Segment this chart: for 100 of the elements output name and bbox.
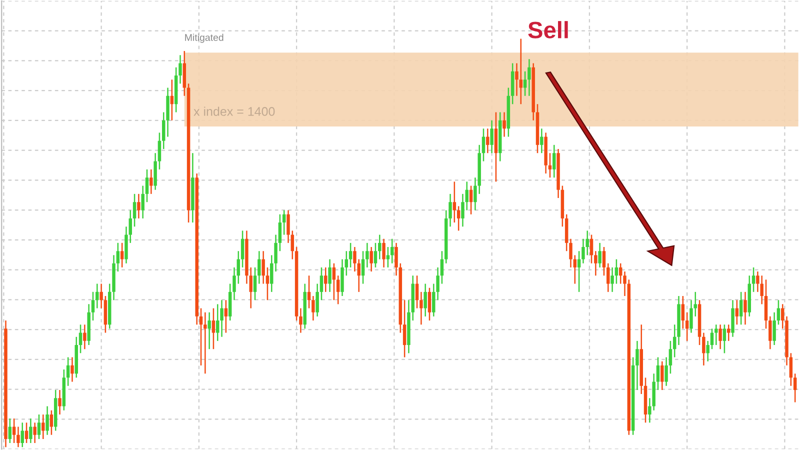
candlestick: [204, 312, 207, 374]
candlestick: [170, 78, 174, 122]
candlestick: [24, 422, 28, 444]
candlestick: [312, 295, 315, 322]
candlestick: [158, 132, 162, 170]
candlestick: [465, 181, 469, 211]
candlestick: [50, 410, 54, 436]
candlestick: [702, 332, 706, 366]
candlestick: [370, 246, 373, 272]
candlestick: [776, 299, 780, 326]
candlestick: [548, 152, 552, 178]
candlestick: [577, 250, 581, 293]
candlestick: [253, 266, 257, 301]
candlestick: [668, 340, 672, 374]
candlestick: [348, 242, 352, 268]
candlestick: [706, 340, 710, 362]
candlestick: [120, 242, 124, 268]
candlestick: [150, 168, 153, 195]
candlestick: [614, 258, 618, 284]
candlestick: [307, 274, 311, 309]
candlestick: [486, 128, 490, 154]
candlestick: [361, 250, 365, 284]
candlestick: [208, 312, 211, 350]
candlestick: [735, 299, 739, 326]
candlestick: [162, 112, 166, 150]
candlestick: [328, 258, 332, 293]
candlestick: [569, 238, 572, 268]
candlestick: [726, 324, 730, 342]
candlestick: [236, 250, 240, 284]
candlestick: [420, 291, 423, 326]
candlestick: [46, 406, 49, 436]
candlestick: [282, 210, 286, 236]
candlestick: [594, 250, 598, 276]
candlestick: [216, 304, 220, 342]
candlestick: [278, 214, 282, 252]
candlestick: [664, 356, 668, 386]
candlestick: [590, 234, 594, 264]
candlestick: [286, 210, 290, 244]
candlestick: [324, 266, 328, 293]
candlestick: [456, 206, 460, 232]
candlestick: [316, 283, 319, 318]
candlestick: [262, 250, 265, 284]
candlestick: [598, 242, 602, 268]
candlestick: [240, 230, 244, 268]
candlestick: [714, 324, 718, 346]
candlestick: [78, 324, 82, 354]
candlestick: [8, 418, 12, 444]
candlestick: [137, 193, 140, 220]
annotation: Mitigated: [185, 34, 224, 43]
candlestick: [320, 266, 324, 301]
candlestick: [344, 250, 348, 276]
candlestick: [402, 299, 406, 358]
candlestick: [220, 299, 224, 338]
candlestick: [37, 414, 41, 440]
candlestick: [772, 312, 776, 346]
candlestick: [366, 242, 369, 268]
candlestick: [523, 70, 527, 97]
candlestick: [199, 308, 203, 366]
candlestick: [515, 62, 518, 97]
candlestick: [768, 316, 772, 350]
candlestick: [780, 304, 784, 330]
candlestick: [20, 422, 24, 448]
candlestick: [16, 426, 20, 448]
candlestick: [178, 54, 182, 84]
candlestick: [299, 308, 302, 334]
candlestick: [212, 308, 216, 350]
candlestick: [116, 242, 120, 272]
candlestick: [96, 283, 99, 309]
candlestick: [502, 112, 506, 138]
candlestick: [66, 356, 70, 386]
candlestick: [83, 324, 86, 350]
candlestick: [232, 266, 236, 301]
candlestick: [42, 414, 45, 440]
candlestick: [793, 372, 797, 403]
candlestick: [100, 283, 103, 309]
candlestick: [610, 266, 614, 293]
candlestick: [141, 185, 144, 220]
candlestick: [266, 266, 270, 301]
candlestick: [461, 193, 464, 228]
candlestick: [440, 250, 444, 284]
candlestick: [710, 328, 714, 350]
candlestick: [744, 291, 747, 326]
candlestick: [739, 291, 743, 326]
candlestick: [390, 238, 394, 264]
candlestick: [656, 356, 660, 391]
candlestick: [336, 274, 340, 305]
candlestick: [258, 250, 261, 284]
candlestick: [290, 230, 294, 260]
candlestick: [606, 262, 610, 293]
candlestick: [519, 38, 523, 105]
candlestick: [224, 299, 228, 334]
candlestick: [718, 324, 722, 350]
candlestick: [528, 58, 531, 97]
candlestick: [540, 128, 544, 154]
candlestick: [752, 266, 756, 293]
candlestick: [452, 181, 456, 224]
candlestick: [415, 274, 419, 309]
candlestick: [394, 242, 398, 276]
candlestick: [789, 352, 793, 386]
candlestick: [132, 193, 136, 228]
